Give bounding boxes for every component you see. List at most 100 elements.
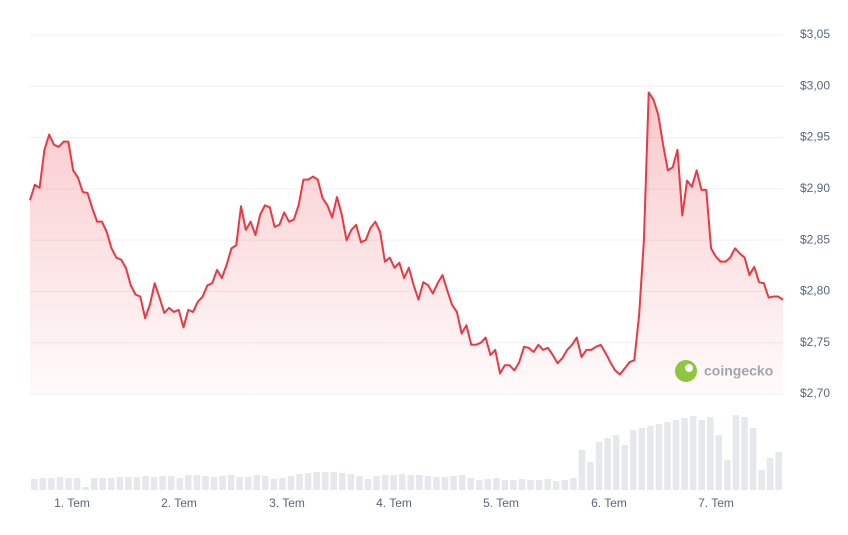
volume-bar xyxy=(236,477,243,490)
y-tick-label: $3,05 xyxy=(800,27,830,41)
volume-bar xyxy=(390,475,397,490)
volume-bar xyxy=(544,479,551,490)
volume-bar xyxy=(629,430,637,490)
volume-bar xyxy=(535,480,543,490)
watermark-logo xyxy=(675,360,697,382)
volume-bar xyxy=(39,478,47,490)
volume-bar xyxy=(381,475,389,490)
volume-bar xyxy=(775,452,782,490)
volume-bar xyxy=(150,477,158,490)
volume-bar xyxy=(552,481,560,490)
volume-bar xyxy=(698,420,705,490)
x-tick-label: 5. Tem xyxy=(483,496,519,510)
volume-bar xyxy=(65,478,72,490)
volume-bar xyxy=(570,478,577,490)
volume-bar xyxy=(664,422,671,490)
price-line xyxy=(29,91,784,376)
volume-bar xyxy=(202,476,209,490)
volume-bar xyxy=(595,442,603,490)
volume-bar xyxy=(244,477,252,490)
volume-bar xyxy=(347,474,355,490)
x-tick-label: 2. Tem xyxy=(161,496,197,510)
volume-bar xyxy=(82,487,89,490)
volume-bar xyxy=(364,479,372,490)
volume-bar xyxy=(612,435,620,490)
volume-bar xyxy=(518,479,526,490)
volume-bar xyxy=(296,474,303,490)
volume-bar xyxy=(732,415,740,490)
volume-bar xyxy=(193,475,201,490)
y-tick-label: $2,75 xyxy=(800,335,830,349)
volume-bar xyxy=(741,417,748,490)
volume-bar xyxy=(578,450,586,490)
watermark-text: coingecko xyxy=(704,363,773,379)
volume-bar xyxy=(475,480,483,490)
volume-bar xyxy=(176,478,184,490)
volume-bar xyxy=(210,477,218,490)
volume-bar xyxy=(407,475,415,490)
y-tick-label: $2,85 xyxy=(800,232,830,246)
volume-bar xyxy=(159,476,166,490)
y-tick-label: $2,70 xyxy=(800,386,830,400)
volume-bar xyxy=(527,480,534,490)
x-tick-label: 3. Tem xyxy=(269,496,305,510)
y-tick-label: $2,90 xyxy=(800,181,830,195)
volume-bar xyxy=(356,476,363,490)
volume-bar xyxy=(304,473,312,490)
plot xyxy=(29,91,784,394)
volume-bar xyxy=(167,476,175,490)
volume-bar xyxy=(31,479,38,490)
volume-bar xyxy=(715,435,723,490)
volume-bar xyxy=(749,428,757,490)
volume-bar xyxy=(373,476,380,490)
volume-bar xyxy=(227,475,235,490)
volume-bar xyxy=(724,460,731,490)
volume-bar xyxy=(339,473,346,490)
area xyxy=(30,92,783,394)
volume-bar xyxy=(279,478,286,490)
volume-bar xyxy=(433,477,440,490)
volume-bar xyxy=(219,476,226,490)
volume-bar xyxy=(262,476,269,490)
volume-bar xyxy=(493,478,500,490)
volume-bar xyxy=(125,477,132,490)
y-tick-label: $3,00 xyxy=(800,78,830,92)
volume-bar xyxy=(450,476,457,490)
volume-bars xyxy=(31,415,782,490)
volume-bar xyxy=(56,477,64,490)
volume-bar xyxy=(647,426,654,490)
x-tick-label: 6. Tem xyxy=(591,496,627,510)
volume-bar xyxy=(501,480,509,490)
volume-bar xyxy=(185,475,192,490)
volume-bar xyxy=(253,475,261,490)
volume-bar xyxy=(484,479,492,490)
grid: $2,70 $2,75 $2,80 $2,85 $2,90 $2,95 $3,00 $3,05… xyxy=(30,27,830,510)
volume-bar xyxy=(706,417,714,490)
x-tick-label: 1. Tem xyxy=(54,496,90,510)
volume-bar xyxy=(73,478,81,490)
volume-bar xyxy=(672,420,680,490)
volume-bar xyxy=(313,472,320,490)
volume-bar xyxy=(681,418,688,490)
volume-bar xyxy=(398,474,406,490)
volume-bar xyxy=(270,479,278,490)
volume-bar xyxy=(90,478,98,490)
volume-bar xyxy=(766,458,774,490)
volume-bar xyxy=(458,475,466,490)
x-tick-label: 4. Tem xyxy=(376,496,412,510)
volume-bar xyxy=(321,472,329,490)
volume-bar xyxy=(287,476,295,490)
volume-bar xyxy=(116,477,124,490)
volume-bar xyxy=(638,428,646,490)
volume-bar xyxy=(330,472,338,490)
watermark-logo-eye xyxy=(685,364,693,372)
volume-bar xyxy=(655,424,663,490)
volume-bar xyxy=(758,470,765,490)
volume-bar xyxy=(561,480,569,490)
volume-bar xyxy=(587,462,594,490)
y-tick-label: $2,95 xyxy=(800,130,830,144)
y-tick-label: $2,80 xyxy=(800,284,830,298)
volume-bar xyxy=(689,416,697,490)
volume-bar xyxy=(604,438,611,490)
